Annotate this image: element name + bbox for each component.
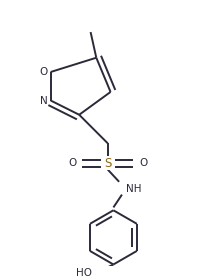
Text: HO: HO	[76, 268, 92, 276]
Text: S: S	[104, 157, 111, 170]
Text: O: O	[39, 67, 48, 77]
Text: O: O	[139, 158, 147, 168]
Text: NH: NH	[126, 184, 142, 194]
Text: O: O	[68, 158, 76, 168]
Text: N: N	[40, 95, 47, 105]
